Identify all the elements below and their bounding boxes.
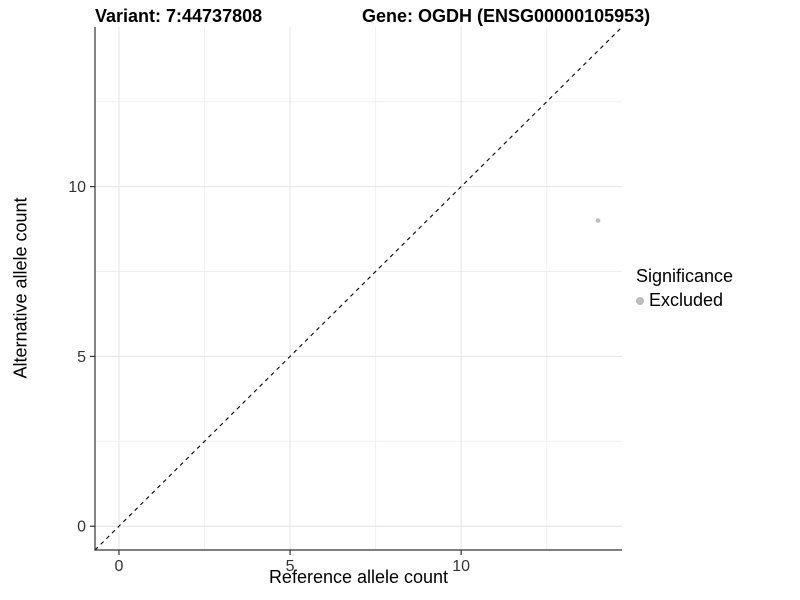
gene-title: Gene: OGDH (ENSG00000105953)	[362, 6, 651, 26]
variant-title: Variant: 7:44737808	[95, 6, 263, 26]
axes	[90, 27, 622, 555]
y-tick-label: 0	[77, 519, 86, 536]
grid-minor	[95, 27, 622, 550]
y-tick-label: 10	[68, 179, 86, 196]
excluded-point-icon	[636, 296, 644, 305]
legend-title: Significance	[636, 266, 734, 286]
x-axis-title: Reference allele count	[268, 567, 449, 587]
data-points	[595, 218, 601, 223]
y-axis-title: Alternative allele count	[10, 197, 31, 379]
tick-labels: 0 5 10 0 5 10	[68, 179, 470, 575]
data-point	[595, 218, 601, 223]
x-tick-label: 5	[286, 558, 295, 575]
legend: Significance Excluded	[636, 266, 733, 311]
legend-entry-excluded: Excluded	[636, 290, 733, 311]
grid-major	[95, 27, 622, 550]
y-tick-label: 5	[77, 349, 86, 366]
x-tick-label: 0	[115, 558, 124, 575]
x-tick-label: 10	[452, 558, 470, 575]
legend-entry-label: Excluded	[649, 290, 724, 310]
identity-line	[94, 26, 623, 551]
identity-dashed-line	[94, 26, 623, 551]
